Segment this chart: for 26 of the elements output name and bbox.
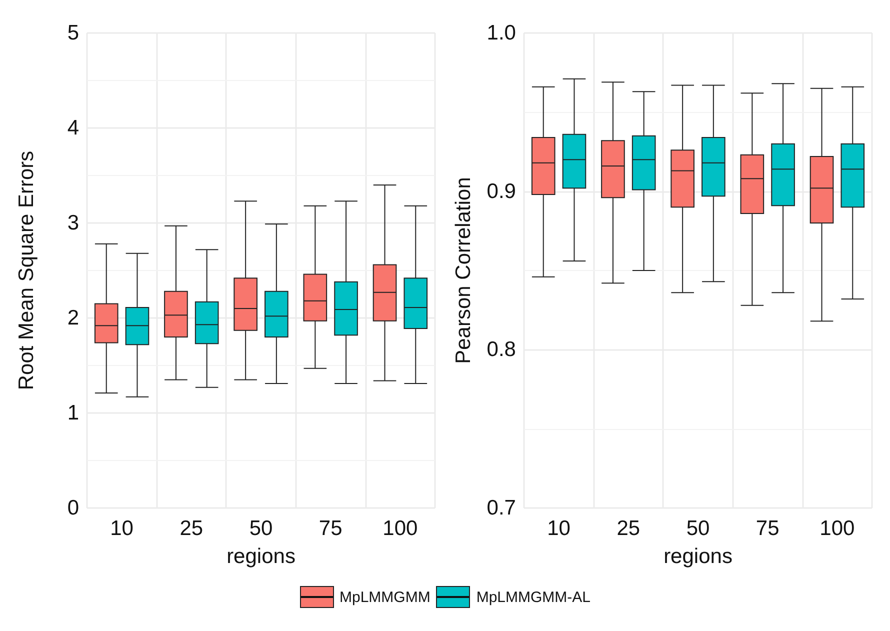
x-tick-label: 10 bbox=[547, 517, 570, 540]
y-tick-label: 0.8 bbox=[486, 338, 516, 362]
y-tick-label: 0 bbox=[67, 496, 79, 520]
y-tick-label: 0.7 bbox=[486, 496, 516, 520]
y-tick-label: 3 bbox=[67, 212, 79, 234]
y-tick-label: 2 bbox=[67, 306, 79, 330]
x-tick-label: 100 bbox=[820, 517, 855, 540]
x-axis-title: regions bbox=[664, 545, 732, 568]
legend-label: MpLMMGMM-AL bbox=[476, 588, 590, 606]
y-tick-label: 4 bbox=[67, 116, 80, 140]
legend-label: MpLMMGMM bbox=[340, 588, 430, 606]
x-tick-label: 25 bbox=[616, 517, 640, 540]
x-axis-title: regions bbox=[226, 545, 296, 568]
y-tick-label: 5 bbox=[67, 22, 79, 44]
x-tick-label: 100 bbox=[382, 517, 418, 540]
y-tick-label: 1 bbox=[67, 402, 79, 424]
y-tick-label: 1.0 bbox=[486, 22, 516, 44]
y-axis-title: Pearson Correlation bbox=[452, 177, 475, 364]
x-tick-label: 50 bbox=[686, 517, 710, 540]
x-tick-label: 10 bbox=[110, 517, 134, 540]
x-tick-label: 25 bbox=[180, 517, 204, 540]
x-tick-label: 50 bbox=[249, 517, 273, 540]
y-tick-label: 0.9 bbox=[486, 180, 516, 203]
x-tick-label: 75 bbox=[756, 517, 780, 540]
x-tick-label: 75 bbox=[318, 517, 342, 540]
y-axis-title: Root Mean Square Errors bbox=[15, 150, 38, 390]
